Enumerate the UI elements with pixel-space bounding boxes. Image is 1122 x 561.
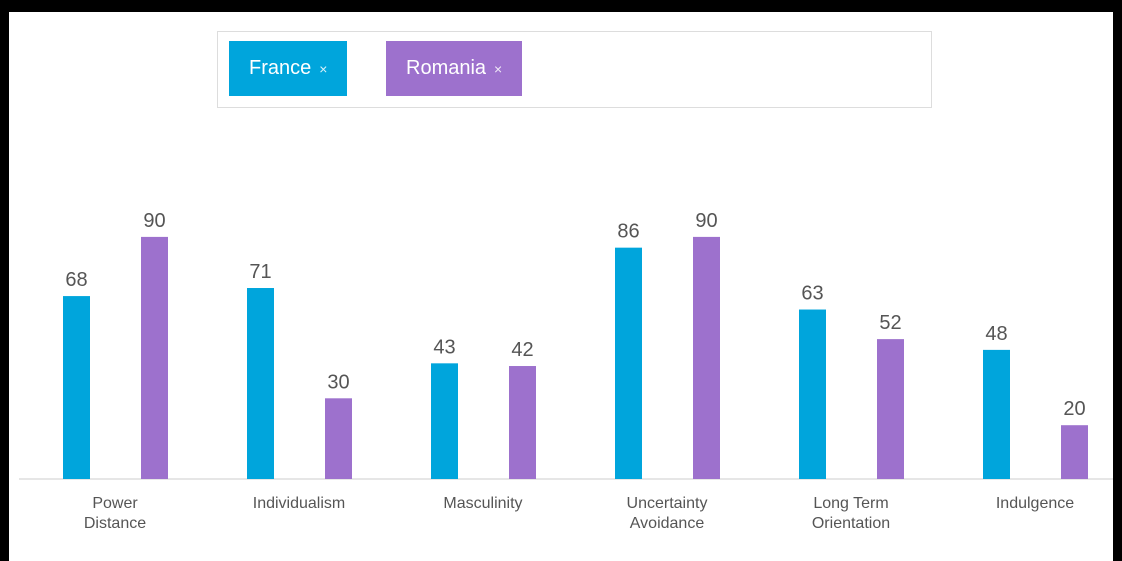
x-tick-label: Power Distance [83, 495, 147, 532]
bar [325, 398, 352, 479]
bar [693, 236, 720, 479]
bar [431, 363, 458, 479]
x-tick-label: Masculinity [443, 495, 523, 512]
x-tick-label: Long Term Orientation [811, 495, 891, 532]
panel: France × Romania × 68 90 71 30 43 42 86 90 63 52 48 20… [9, 12, 1113, 561]
x-tick-label: Indulgence [995, 495, 1075, 512]
data-label: 86 [617, 221, 639, 243]
data-label: 71 [249, 261, 271, 283]
bar [983, 349, 1010, 479]
data-label: 52 [879, 312, 901, 334]
bar [247, 288, 274, 479]
legend-chip[interactable]: France × [229, 41, 348, 96]
data-label: 20 [1063, 398, 1085, 420]
bar [799, 309, 826, 479]
x-tick-label: Uncertainty Avoidance [626, 495, 708, 532]
country-selector[interactable]: France × Romania × [217, 31, 932, 108]
legend-label: France [249, 57, 312, 79]
chart: 68 90 71 30 43 42 86 90 63 52 48 20 [19, 210, 1113, 480]
bar [63, 296, 90, 479]
data-label: 68 [65, 269, 87, 291]
remove-icon[interactable]: × [494, 61, 503, 77]
bar [141, 236, 168, 479]
remove-icon[interactable]: × [319, 61, 328, 77]
data-label: 90 [143, 210, 165, 232]
x-tick-label: Individualism [252, 495, 346, 512]
legend-chip[interactable]: Romania × [386, 41, 523, 96]
bar [615, 247, 642, 479]
data-label: 48 [985, 323, 1007, 345]
data-label: 30 [327, 371, 349, 393]
bar [1061, 425, 1088, 479]
data-label: 90 [695, 210, 717, 232]
bar [877, 339, 904, 479]
legend-label: Romania [406, 57, 487, 79]
data-label: 63 [801, 283, 823, 305]
data-label: 43 [433, 336, 455, 358]
data-label: 42 [511, 339, 533, 361]
bar [509, 366, 536, 479]
